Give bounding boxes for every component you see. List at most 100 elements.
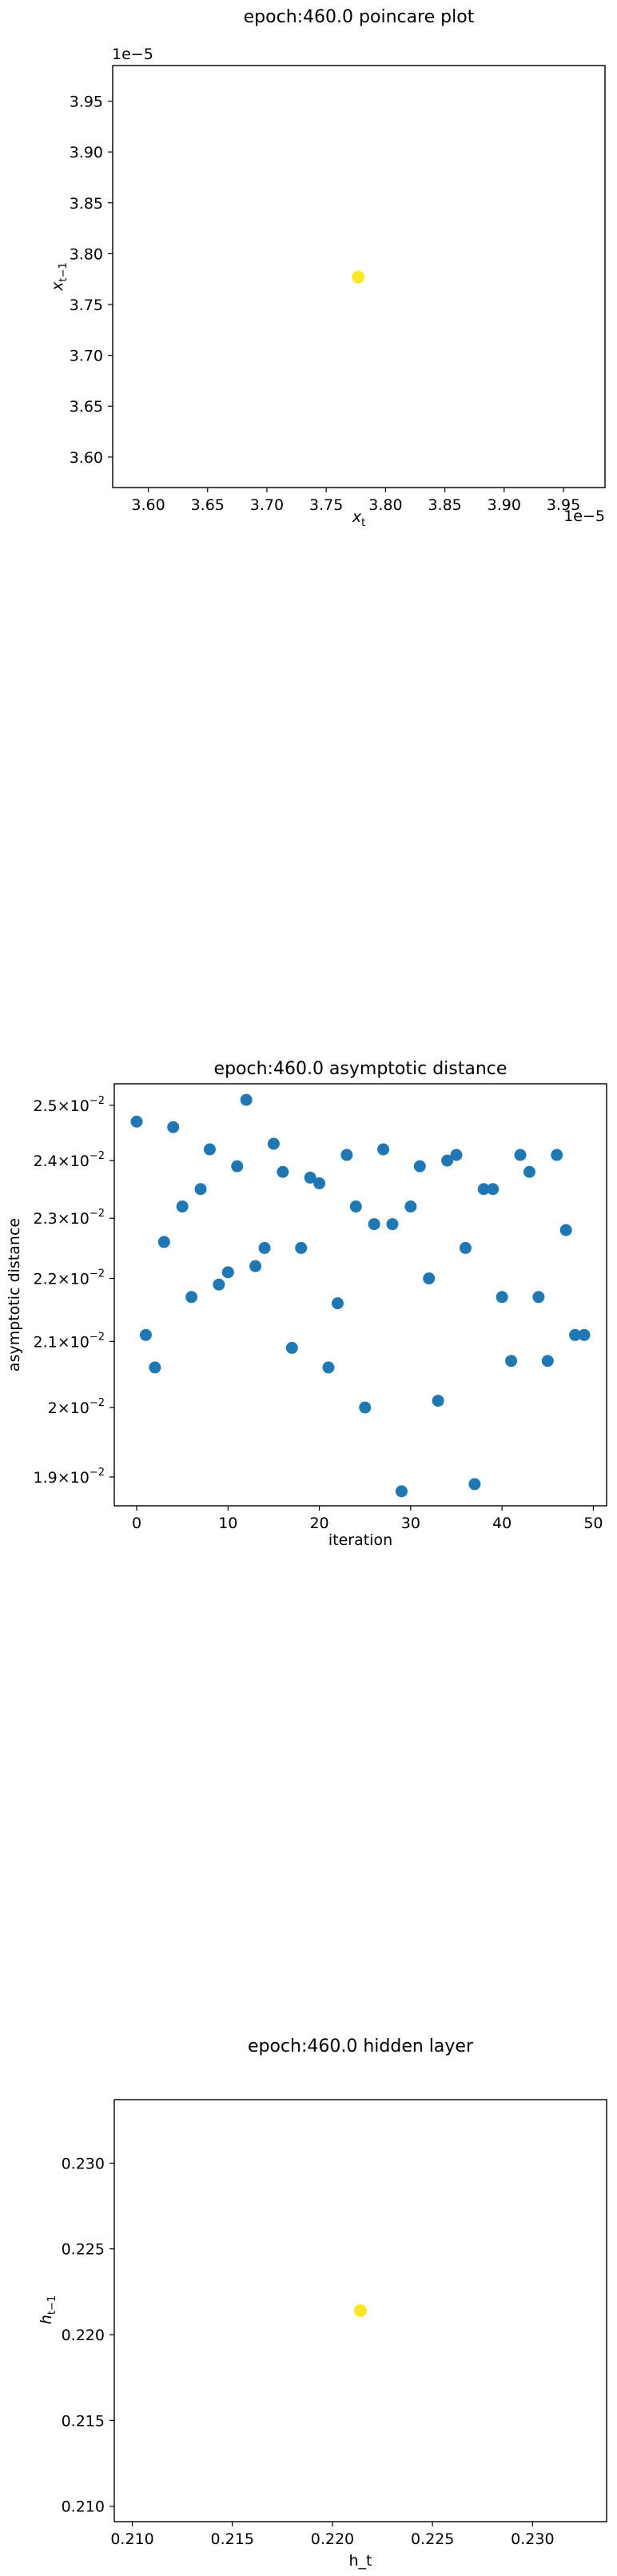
x-tick-label: 3.60 bbox=[131, 496, 165, 514]
data-point bbox=[277, 1165, 289, 1178]
x-axis-ticks: 0 10 20 30 40 50 bbox=[132, 1506, 603, 1532]
y-axis-ticks: 1.9×10−2 2×10−2 2.1×10−2 2.2×10−2 2.3×10−2 2.… bbox=[34, 1095, 114, 1487]
data-point bbox=[285, 1341, 298, 1354]
x-tick-label: 0.215 bbox=[211, 2530, 254, 2548]
hidden-layer-chart: epoch:460.0 hidden layer 0.210 0.215 0.220… bbox=[38, 2037, 607, 2570]
plot-frame bbox=[113, 2099, 607, 2522]
data-point bbox=[304, 1171, 316, 1184]
data-point bbox=[423, 1272, 436, 1285]
chart-title: epoch:460.0 asymptotic distance bbox=[214, 1059, 508, 1079]
data-point bbox=[377, 1143, 390, 1156]
plot-frame bbox=[112, 65, 606, 488]
data-point bbox=[468, 1478, 481, 1491]
y-tick-label: 0.215 bbox=[62, 2412, 105, 2430]
data-point bbox=[258, 1241, 271, 1254]
x-tick-label: 3.65 bbox=[191, 496, 225, 514]
data-point bbox=[322, 1361, 335, 1374]
data-point bbox=[203, 1143, 216, 1156]
y-tick-label: 0.225 bbox=[62, 2241, 105, 2259]
data-point bbox=[578, 1328, 591, 1341]
data-point bbox=[432, 1395, 444, 1407]
x-tick-label: 3.90 bbox=[488, 496, 521, 514]
data-point bbox=[477, 1183, 490, 1196]
y-tick-label: 3.65 bbox=[70, 398, 103, 416]
y-tick-label: 2.4×10−2 bbox=[34, 1150, 105, 1170]
data-point bbox=[167, 1121, 180, 1133]
data-point bbox=[295, 1241, 308, 1254]
x-tick-label: 50 bbox=[583, 1515, 603, 1532]
data-point bbox=[331, 1297, 344, 1310]
y-tick-label: 0.220 bbox=[62, 2327, 105, 2344]
data-point bbox=[368, 1218, 380, 1231]
data-point bbox=[176, 1200, 189, 1213]
x-offset-label: 1e−5 bbox=[563, 508, 605, 525]
y-tick-label: 2.1×10−2 bbox=[34, 1331, 105, 1351]
data-point bbox=[352, 270, 365, 284]
data-point bbox=[441, 1154, 454, 1167]
chart-title: epoch:460.0 poincare plot bbox=[244, 7, 475, 27]
data-point bbox=[213, 1278, 225, 1291]
data-point bbox=[240, 1093, 253, 1106]
data-point bbox=[157, 1236, 170, 1248]
chart-title: epoch:460.0 hidden layer bbox=[248, 2037, 474, 2056]
data-point bbox=[185, 1291, 198, 1304]
data-points bbox=[354, 2304, 367, 2317]
x-axis-label: h_t bbox=[349, 2552, 372, 2570]
data-point bbox=[404, 1200, 417, 1213]
data-point bbox=[149, 1361, 161, 1374]
data-point bbox=[459, 1241, 472, 1254]
data-point bbox=[487, 1183, 500, 1196]
y-tick-label: 3.95 bbox=[70, 94, 103, 111]
y-tick-label: 2×10−2 bbox=[48, 1397, 105, 1417]
data-point bbox=[514, 1149, 527, 1161]
y-tick-label: 1.9×10−2 bbox=[34, 1467, 105, 1487]
x-tick-label: 20 bbox=[309, 1515, 328, 1532]
x-tick-label: 30 bbox=[401, 1515, 420, 1532]
x-tick-label: 40 bbox=[492, 1515, 512, 1532]
y-tick-label: 3.70 bbox=[70, 348, 103, 365]
data-point bbox=[551, 1149, 563, 1161]
y-axis-label: ht−1 bbox=[38, 2295, 58, 2324]
x-tick-label: 3.95 bbox=[547, 496, 580, 514]
y-tick-label: 2.5×10−2 bbox=[34, 1095, 105, 1115]
data-point bbox=[359, 1401, 372, 1414]
data-point bbox=[194, 1183, 207, 1196]
data-point bbox=[496, 1291, 508, 1304]
data-point bbox=[505, 1355, 518, 1368]
x-tick-label: 3.85 bbox=[428, 496, 461, 514]
y-tick-label: 3.80 bbox=[70, 245, 103, 263]
y-tick-label: 3.75 bbox=[70, 297, 103, 314]
x-tick-label: 0.210 bbox=[110, 2530, 153, 2548]
data-point bbox=[395, 1485, 408, 1498]
x-tick-label: 0.225 bbox=[411, 2530, 454, 2548]
y-tick-label: 0.230 bbox=[62, 2155, 105, 2172]
x-tick-label: 3.80 bbox=[368, 496, 402, 514]
y-axis-ticks: 0.210 0.215 0.220 0.225 0.230 bbox=[62, 2155, 114, 2516]
data-point bbox=[541, 1355, 554, 1368]
data-point bbox=[386, 1218, 399, 1231]
y-tick-label: 2.2×10−2 bbox=[34, 1268, 105, 1288]
x-tick-label: 3.75 bbox=[309, 496, 343, 514]
data-point bbox=[349, 1200, 362, 1213]
y-tick-label: 3.90 bbox=[70, 144, 103, 161]
data-points bbox=[130, 1093, 591, 1498]
data-point bbox=[450, 1149, 463, 1161]
y-axis-label: asymptotic distance bbox=[6, 1218, 23, 1372]
plot-frame bbox=[113, 1083, 607, 1507]
y-tick-label: 0.210 bbox=[62, 2498, 105, 2516]
x-tick-label: 10 bbox=[218, 1515, 237, 1532]
x-tick-label: 0.220 bbox=[311, 2530, 354, 2548]
x-tick-label: 3.70 bbox=[250, 496, 284, 514]
data-point bbox=[413, 1160, 426, 1173]
data-point bbox=[313, 1177, 326, 1190]
y-axis-label: xt−1 bbox=[49, 262, 70, 292]
data-point bbox=[532, 1291, 545, 1304]
data-point bbox=[267, 1137, 280, 1150]
asymptotic-distance-chart: epoch:460.0 asymptotic distance 0 10 20 30 4… bbox=[6, 1059, 607, 1549]
x-axis-label: iteration bbox=[328, 1531, 392, 1549]
x-tick-label: 0.230 bbox=[511, 2530, 554, 2548]
data-point bbox=[130, 1115, 143, 1128]
data-point bbox=[559, 1224, 572, 1236]
y-tick-label: 3.60 bbox=[70, 449, 103, 467]
data-point bbox=[569, 1328, 582, 1341]
